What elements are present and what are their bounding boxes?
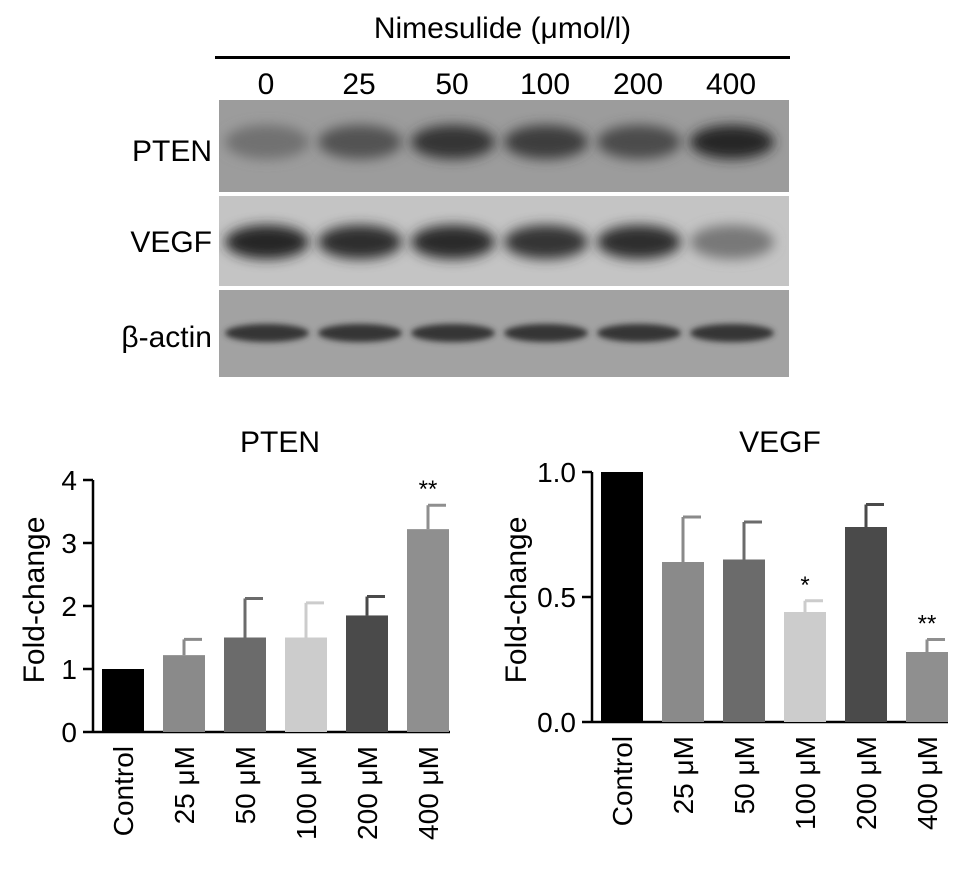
bar [906,652,948,722]
y-axis-label: Fold-change [18,517,51,684]
pten-chart: PTEN Fold-change 0 1 2 3 4 ** Control 25 μM 50… [18,426,450,840]
bar [662,562,704,722]
significance-marker: ** [419,476,438,503]
y-tick-label: 0.5 [537,582,576,613]
lane-label: 0 [257,68,275,101]
bar [163,655,205,732]
lane-label: 400 [705,68,757,101]
blot-row-label: VEGF [130,226,212,259]
x-tick-label: 50 μM [729,736,760,814]
bar [224,637,266,732]
blot-row-label: β-actin [121,321,212,354]
blot-row-label: PTEN [131,135,212,168]
y-tick-label: 4 [61,465,77,496]
blot-band [504,225,588,259]
lane-label: 50 [435,68,469,101]
lane-label: 25 [342,68,376,101]
blot-band [411,324,495,342]
bar [601,472,643,722]
x-tick-label: Control [607,736,638,826]
bar [723,559,765,722]
western-blot-image [219,100,789,377]
bar [407,529,449,732]
blot-band [225,225,309,259]
chart-title: VEGF [739,426,821,459]
significance-marker: * [800,572,809,599]
blot-band [411,125,495,159]
x-tick-label: 100 μM [790,736,821,830]
blot-title-rule [215,56,790,59]
blot-band [318,225,402,259]
bar [845,527,887,722]
y-tick-label: 1 [61,654,77,685]
blot-band [504,324,588,342]
y-tick-label: 2 [61,591,77,622]
blot-band [690,125,774,159]
x-tick-label: 100 μM [291,746,322,840]
y-tick-label: 1.0 [537,457,576,488]
bar [102,669,144,732]
blot-band [318,125,402,159]
blot-band [597,125,681,159]
chart-title: PTEN [240,426,320,459]
significance-marker: ** [918,611,937,638]
blot-band [597,324,681,342]
x-tick-label: 200 μM [851,736,882,830]
blot-title: Nimesulide (μmol/l) [373,12,632,45]
vegf-chart: VEGF Fold-change 0.00.51.0 *** Control 25… [500,426,948,830]
lane-label: 100 [519,68,571,101]
blot-band [597,225,681,259]
blot-band [504,125,588,159]
x-tick-label: 400 μM [912,736,943,830]
x-tick-label: Control [108,746,139,836]
blot-header: Nimesulide (μmol/l) 0 25 50 100 200 400 [215,0,790,101]
x-tick-label: 400 μM [413,746,444,840]
x-tick-label: 200 μM [352,746,383,840]
blot-band [225,125,309,159]
x-tick-label: 25 μM [169,746,200,824]
x-tick-label: 50 μM [230,746,261,824]
bar [346,615,388,732]
y-tick-label: 0 [61,717,77,748]
x-tick-label: 25 μM [668,736,699,814]
blot-band [690,225,774,259]
blot-band [411,225,495,259]
y-tick-label: 3 [61,528,77,559]
lane-label: 200 [612,68,664,101]
blot-band [225,324,309,342]
y-tick-label: 0.0 [537,707,576,738]
y-axis-label: Fold-change [500,517,533,684]
blot-band [318,324,402,342]
bar [285,637,327,732]
blot-band [690,324,774,342]
bar [784,612,826,722]
